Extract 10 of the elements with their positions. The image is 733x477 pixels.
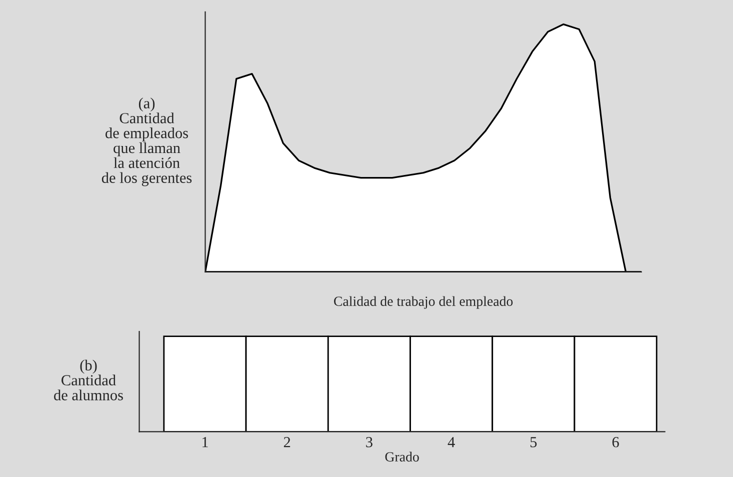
x-tick-label: 3 bbox=[366, 437, 372, 448]
x-tick-label: 2 bbox=[284, 437, 290, 448]
x-tick-label: 6 bbox=[612, 437, 619, 448]
y-axis-title: (a) Cantidad de empleados que llaman la atención de los gerentes bbox=[102, 98, 192, 186]
x-tick-label: 1 bbox=[202, 437, 208, 448]
x-tick-label: 5 bbox=[530, 437, 537, 448]
y-axis-title: (b) Cantidad de alumnos bbox=[54, 360, 123, 400]
x-axis-title: Grado bbox=[385, 452, 419, 462]
x-tick-label: 4 bbox=[448, 437, 455, 448]
x-axis-title: Calidad de trabajo del empleado bbox=[334, 296, 513, 309]
